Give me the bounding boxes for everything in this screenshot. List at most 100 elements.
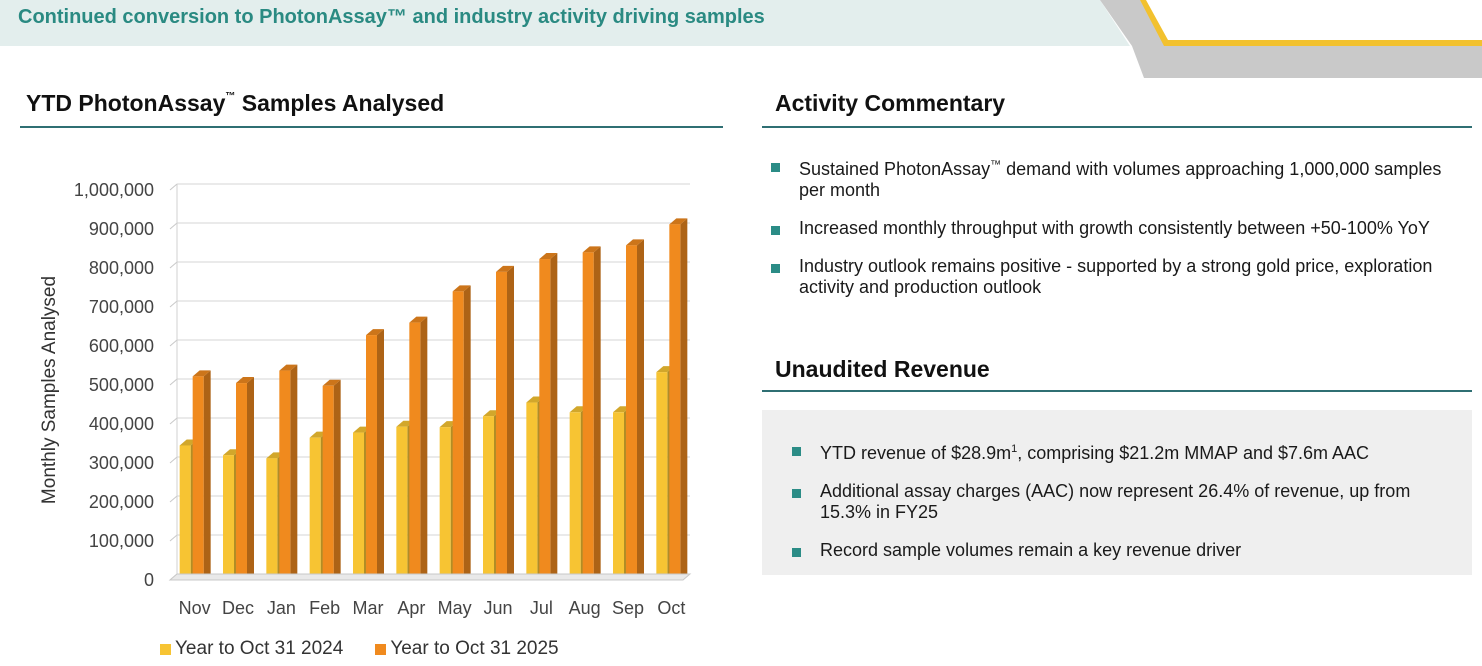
bar-2025-jul xyxy=(539,259,551,580)
bar-2025-aug xyxy=(582,252,594,580)
bar-top-2025-sep xyxy=(626,239,644,246)
bullet-square-icon xyxy=(771,163,780,172)
revenue-title-rule xyxy=(762,390,1472,392)
revenue-bullet: Additional assay charges (AAC) now repre… xyxy=(792,481,1452,523)
y-tick-label: 1,000,000 xyxy=(74,180,154,200)
y-tick-label: 100,000 xyxy=(89,531,154,551)
legend-swatch-2024 xyxy=(160,643,171,655)
bullet-square-icon xyxy=(771,226,780,235)
banner-grey-stripe-top xyxy=(1100,0,1172,46)
bar-side-2025-oct xyxy=(680,218,688,580)
bullet-text: Increased monthly throughput with growth… xyxy=(799,218,1430,238)
bar-2024-feb xyxy=(309,437,321,580)
y-tick-label: 500,000 xyxy=(89,375,154,395)
gridline-side xyxy=(169,300,178,308)
chart-title-tm: ™ xyxy=(225,91,236,102)
activity-title: Activity Commentary xyxy=(775,90,1006,116)
bar-top-2025-jul xyxy=(539,253,558,260)
bar-2025-oct xyxy=(669,224,681,580)
gridline-side xyxy=(169,534,178,542)
bullet-text-rest: demand with volumes approaching 1,000,00… xyxy=(799,159,1442,200)
bar-2025-jan xyxy=(279,370,291,580)
gridline-side xyxy=(169,222,178,230)
y-tick-label: 700,000 xyxy=(89,297,154,317)
activity-bullet: Industry outlook remains positive - supp… xyxy=(771,256,1451,298)
bar-2025-feb xyxy=(322,385,334,580)
bar-side-2025-aug xyxy=(593,246,601,580)
activity-bullet-list: Sustained PhotonAssay™ demand with volum… xyxy=(771,155,1451,315)
bullet-tm: ™ xyxy=(990,159,1002,171)
y-tick-label: 900,000 xyxy=(89,219,154,239)
y-tick-label: 0 xyxy=(144,570,154,590)
bar-2024-jun xyxy=(483,416,494,580)
x-tick-label: Apr xyxy=(397,598,425,618)
bar-2024-sep xyxy=(613,412,624,580)
x-tick-label: Jan xyxy=(267,598,296,618)
bar-2025-dec xyxy=(236,383,247,580)
bullet-text: Sustained PhotonAssay xyxy=(799,159,991,179)
y-tick-label: 800,000 xyxy=(89,258,154,278)
x-tick-label: Mar xyxy=(353,598,384,618)
bar-side-2025-jun xyxy=(507,265,514,580)
bar-2025-apr xyxy=(409,322,421,580)
bar-top-2025-oct xyxy=(669,218,688,225)
revenue-box xyxy=(762,410,1472,575)
x-tick-label: Feb xyxy=(309,598,340,618)
activity-title-rule xyxy=(762,126,1472,128)
legend-label-2025: Year to Oct 31 2025 xyxy=(390,638,559,659)
x-tick-label: Oct xyxy=(657,598,685,618)
bar-side-2025-jul xyxy=(550,253,558,580)
y-tick-label: 600,000 xyxy=(89,336,154,356)
bullet-text: Additional assay charges (AAC) now repre… xyxy=(820,481,1411,522)
x-tick-label: Nov xyxy=(179,598,211,618)
gridline-side xyxy=(169,456,178,464)
bar-side-2025-apr xyxy=(420,316,428,580)
revenue-bullet-list: YTD revenue of $28.9m1, comprising $21.2… xyxy=(792,439,1452,578)
bar-side-2025-jan xyxy=(290,364,298,580)
revenue-bullet: Record sample volumes remain a key reven… xyxy=(792,540,1452,561)
legend-label-2024: Year to Oct 31 2024 xyxy=(175,638,344,659)
revenue-bullet: YTD revenue of $28.9m1, comprising $21.2… xyxy=(792,439,1452,464)
banner-grey-stripe xyxy=(1132,46,1482,78)
x-tick-label: Jun xyxy=(483,598,512,618)
bar-2024-may xyxy=(439,427,451,580)
bar-top-2025-jun xyxy=(496,265,514,272)
y-tick-label: 200,000 xyxy=(89,492,154,512)
legend-item-2024: Year to Oct 31 2024 xyxy=(160,638,343,660)
gridline-side xyxy=(169,417,178,425)
x-tick-label: Dec xyxy=(222,598,254,618)
bar-side-2025-dec xyxy=(247,377,254,580)
chart-title-main: YTD PhotonAssay xyxy=(26,90,226,116)
y-tick-label: 300,000 xyxy=(89,453,154,473)
bullet-square-icon xyxy=(771,264,780,273)
bar-top-2025-dec xyxy=(236,377,254,384)
bar-2024-jul xyxy=(526,402,538,580)
bar-top-2025-jan xyxy=(279,364,298,371)
bar-2025-jun xyxy=(496,271,507,580)
bar-side-2025-mar xyxy=(377,329,384,580)
bullet-square-icon xyxy=(792,447,801,456)
bar-top-2025-may xyxy=(452,285,471,292)
legend-item-2025: Year to Oct 31 2025 xyxy=(375,638,559,660)
header-banner: Continued conversion to PhotonAssay™ and… xyxy=(0,0,1482,78)
bar-2025-mar xyxy=(366,335,377,580)
chart-title-rule xyxy=(20,126,723,128)
y-tick-label: 400,000 xyxy=(89,414,154,434)
bullet-text: Industry outlook remains positive - supp… xyxy=(799,256,1433,297)
gridline-side xyxy=(169,183,178,191)
bar-2024-apr xyxy=(396,426,408,580)
banner-bg xyxy=(0,0,1130,46)
bar-top-2025-apr xyxy=(409,316,428,323)
x-tick-label: May xyxy=(438,598,472,618)
bar-chart: 0 100,000 200,000 300,000 400,000 500,000 600,… xyxy=(74,180,692,618)
gridline-side xyxy=(169,339,178,347)
page-title: Continued conversion to PhotonAssay™ and… xyxy=(18,6,765,28)
bar-2024-dec xyxy=(223,455,234,580)
bar-2024-oct xyxy=(656,372,668,580)
bar-2024-nov xyxy=(179,445,191,580)
gridline-side xyxy=(169,378,178,386)
bullet-square-icon xyxy=(792,489,801,498)
bar-2024-jan xyxy=(266,458,278,580)
bar-top-2025-aug xyxy=(582,246,601,253)
gridline-side xyxy=(169,495,178,503)
